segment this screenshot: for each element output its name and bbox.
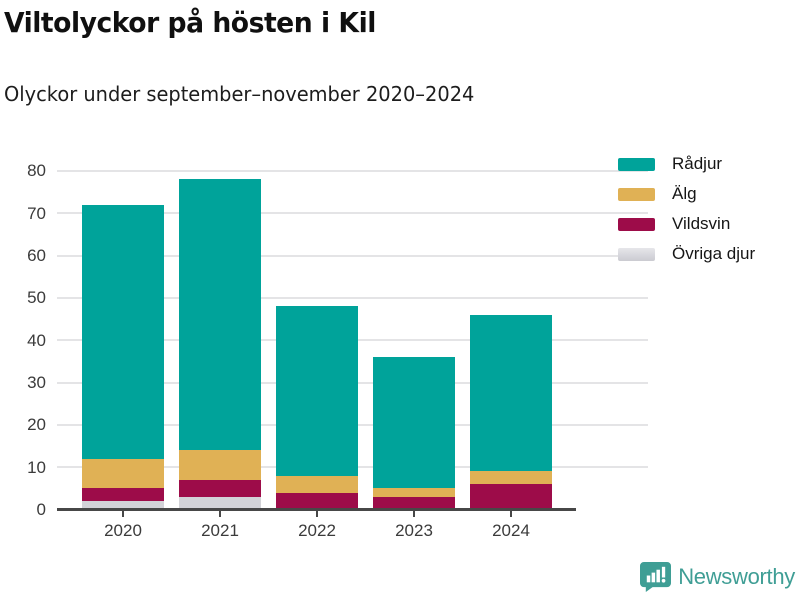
chart-title: Viltolyckor på hösten i Kil — [4, 6, 376, 39]
y-axis-tick-label-10: 10 — [27, 457, 46, 477]
legend-swatch--lg — [618, 187, 655, 201]
y-axis-tick-label-70: 70 — [27, 203, 46, 223]
bar-segment--lg-2021 — [179, 450, 261, 480]
x-axis-label-2020: 2020 — [104, 520, 142, 540]
legend-item--vriga-djur: Övriga djur — [618, 239, 755, 269]
legend-label-r-djur: Rådjur — [672, 154, 723, 173]
gridline-60 — [57, 254, 648, 257]
y-axis-tick-label-0: 0 — [36, 500, 46, 519]
bar-segment-r-djur-2023 — [373, 357, 455, 489]
bar-segment-vildsvin-2024 — [470, 484, 552, 510]
y-axis-tick-label-50: 50 — [27, 288, 46, 308]
legend-swatch-r-djur — [618, 157, 655, 171]
x-axis-label-2022: 2022 — [298, 520, 336, 540]
legend-swatch--vriga-djur — [618, 247, 655, 261]
gridline-50 — [57, 296, 648, 299]
y-axis-tick-label-80: 80 — [27, 161, 46, 181]
x-axis-label-2024: 2024 — [492, 520, 530, 540]
gridline-80 — [57, 169, 648, 172]
bar-segment--vriga-djur-2021 — [179, 496, 261, 510]
bar-segment-r-djur-2020 — [82, 204, 164, 459]
bar-segment-vildsvin-2021 — [179, 479, 261, 497]
bar-segment-r-djur-2024 — [470, 314, 552, 472]
x-axis-tick-2022 — [316, 511, 318, 517]
legend-item--lg: Älg — [618, 179, 755, 209]
x-axis-tick-2021 — [219, 511, 221, 517]
bar-segment-vildsvin-2022 — [276, 492, 358, 510]
legend-swatch-vildsvin — [618, 217, 655, 231]
bar-segment-vildsvin-2023 — [373, 496, 455, 510]
newsworthy-logo-icon — [640, 561, 672, 592]
y-axis-tick-label-40: 40 — [27, 330, 46, 350]
bar-segment--lg-2022 — [276, 475, 358, 493]
y-axis-tick-label-60: 60 — [27, 246, 46, 266]
newsworthy-logo[interactable]: Newsworthy — [640, 561, 795, 592]
x-axis-tick-2024 — [510, 511, 512, 517]
chart-legend: Rådjur Älg Vildsvin Övriga djur — [618, 149, 755, 269]
y-axis-tick-label-30: 30 — [27, 373, 46, 392]
legend-label--vriga-djur: Övriga djur — [672, 244, 756, 263]
legend-label--lg: Älg — [672, 184, 697, 203]
gridline-70 — [57, 212, 648, 215]
x-axis-label-2023: 2023 — [395, 520, 433, 540]
legend-label-vildsvin: Vildsvin — [672, 214, 731, 233]
legend-item-vildsvin: Vildsvin — [618, 209, 755, 239]
bar-segment-vildsvin-2020 — [82, 488, 164, 502]
legend-item-r-djur: Rådjur — [618, 149, 755, 179]
x-axis-tick-2020 — [122, 511, 124, 517]
bar-segment--lg-2020 — [82, 458, 164, 489]
x-axis-line — [57, 508, 576, 511]
x-axis-label-2021: 2021 — [201, 520, 239, 540]
brand-name: Newsworthy — [678, 563, 795, 589]
bar-segment-r-djur-2021 — [179, 179, 261, 451]
bar-segment--lg-2023 — [373, 488, 455, 497]
bar-segment--vriga-djur-2020 — [82, 501, 164, 510]
bar-segment--lg-2024 — [470, 471, 552, 485]
x-axis-tick-2023 — [413, 511, 415, 517]
chart-subtitle: Olyckor under september–november 2020–20… — [4, 82, 475, 106]
y-axis-tick-label-20: 20 — [27, 415, 46, 435]
bar-segment-r-djur-2022 — [276, 306, 358, 476]
